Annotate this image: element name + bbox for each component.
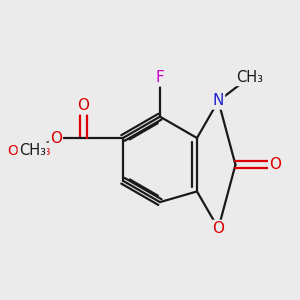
Text: CH₃: CH₃ bbox=[19, 143, 46, 158]
Text: O–CH₃: O–CH₃ bbox=[8, 144, 51, 158]
Text: N: N bbox=[213, 94, 224, 109]
Text: CH₃: CH₃ bbox=[236, 70, 262, 85]
Text: F: F bbox=[156, 70, 164, 86]
Text: O: O bbox=[78, 98, 90, 113]
Text: O: O bbox=[50, 130, 62, 146]
Text: O: O bbox=[212, 221, 224, 236]
Text: O: O bbox=[269, 157, 281, 172]
